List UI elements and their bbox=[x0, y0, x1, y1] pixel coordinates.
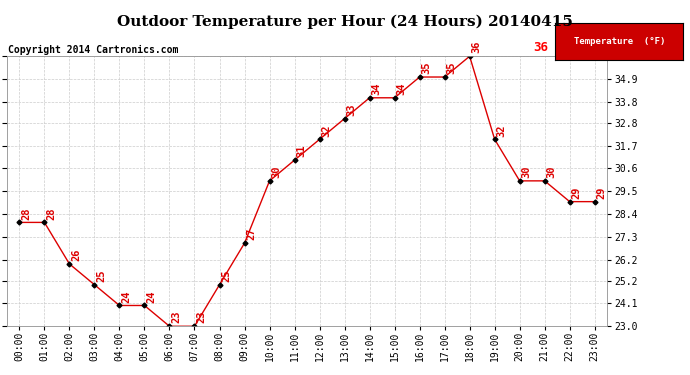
Text: 31: 31 bbox=[297, 145, 306, 158]
Text: 35: 35 bbox=[422, 62, 431, 74]
Text: Copyright 2014 Cartronics.com: Copyright 2014 Cartronics.com bbox=[8, 45, 179, 55]
Text: 26: 26 bbox=[71, 249, 81, 261]
Text: Outdoor Temperature per Hour (24 Hours) 20140415: Outdoor Temperature per Hour (24 Hours) … bbox=[117, 15, 573, 29]
Text: 28: 28 bbox=[46, 207, 57, 220]
Text: 30: 30 bbox=[546, 166, 557, 178]
Text: 28: 28 bbox=[21, 207, 31, 220]
Text: 36: 36 bbox=[533, 41, 549, 54]
Text: 32: 32 bbox=[322, 124, 331, 136]
Text: 30: 30 bbox=[271, 166, 282, 178]
Text: 35: 35 bbox=[446, 62, 457, 74]
Text: Temperature  (°F): Temperature (°F) bbox=[573, 37, 665, 46]
Text: 25: 25 bbox=[97, 269, 106, 282]
Text: 27: 27 bbox=[246, 228, 257, 240]
Text: 29: 29 bbox=[571, 186, 582, 199]
Text: 33: 33 bbox=[346, 103, 357, 116]
Text: 36: 36 bbox=[471, 41, 482, 54]
Text: 23: 23 bbox=[171, 311, 181, 324]
Text: 32: 32 bbox=[497, 124, 506, 136]
Text: 25: 25 bbox=[221, 269, 231, 282]
Text: 23: 23 bbox=[197, 311, 206, 324]
Text: 34: 34 bbox=[397, 82, 406, 95]
Text: 24: 24 bbox=[121, 290, 131, 303]
Text: 34: 34 bbox=[371, 82, 382, 95]
Text: 29: 29 bbox=[597, 186, 607, 199]
Text: 24: 24 bbox=[146, 290, 157, 303]
Text: 30: 30 bbox=[522, 166, 531, 178]
